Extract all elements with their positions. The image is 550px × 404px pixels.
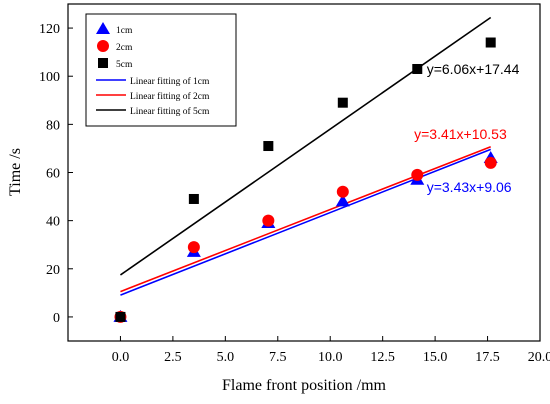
data-point-2cm bbox=[484, 156, 497, 169]
axis-ticks: 0.0 2.5 5.0 7.5 10.0 12.5 15.0 17.5 20.0 0 20 40 60 8… bbox=[39, 22, 550, 365]
fit-equation-3: y=6.06x+17.44 bbox=[427, 61, 520, 77]
fit-lines bbox=[119, 16, 492, 296]
y-tick-label: 80 bbox=[46, 118, 60, 133]
x-axis-label: Flame front position /mm bbox=[222, 377, 387, 394]
x-tick-label: 0.0 bbox=[112, 350, 130, 365]
legend-label-2cm: 2cm bbox=[116, 43, 133, 53]
x-tick-label: 2.5 bbox=[164, 350, 182, 365]
y-tick-label: 60 bbox=[46, 167, 60, 182]
y-tick-label: 40 bbox=[46, 215, 60, 230]
data-point-5cm bbox=[337, 97, 348, 108]
legend-label-1cm: 1cm bbox=[116, 26, 133, 36]
x-tick-label: 12.5 bbox=[370, 350, 395, 365]
y-tick-label: 100 bbox=[39, 70, 60, 85]
legend-marker-1cm bbox=[96, 22, 110, 34]
fit-equations: y=3.43x+9.06 y=3.41x+10.53 y=6.06x+17.44 bbox=[414, 61, 519, 195]
data-markers bbox=[113, 37, 498, 323]
data-point-5cm bbox=[188, 193, 199, 204]
x-tick-label: 7.5 bbox=[269, 350, 287, 365]
legend-label-fit-2: Linear fitting of 2cm bbox=[130, 91, 210, 102]
x-tick-label: 10.0 bbox=[318, 350, 343, 365]
legend: 1cm 2cm 5cm Linear fitting of 1cm Linear fit… bbox=[85, 13, 237, 127]
y-tick-label: 120 bbox=[39, 22, 60, 37]
y-tick-label: 20 bbox=[46, 263, 60, 278]
data-point-1cm bbox=[335, 194, 350, 207]
x-tick-label: 5.0 bbox=[217, 350, 235, 365]
legend-marker-5cm bbox=[98, 58, 108, 68]
x-tick-label: 17.5 bbox=[475, 350, 500, 365]
y-axis-label: Time /s bbox=[7, 148, 24, 196]
data-point-5cm bbox=[485, 37, 496, 48]
fit-equation-2: y=3.41x+10.53 bbox=[414, 126, 507, 142]
data-point-5cm bbox=[263, 141, 274, 152]
x-tick-label: 20.0 bbox=[528, 350, 550, 365]
x-tick-label: 15.0 bbox=[423, 350, 448, 365]
y-tick-label: 0 bbox=[53, 311, 60, 326]
data-point-2cm bbox=[411, 168, 424, 181]
legend-label-fit-3: Linear fitting of 5cm bbox=[130, 106, 210, 117]
fit-equation-1: y=3.43x+9.06 bbox=[427, 179, 512, 195]
data-point-2cm bbox=[262, 214, 275, 227]
fit-line-3 bbox=[119, 16, 492, 276]
legend-label-fit-1: Linear fitting of 1cm bbox=[130, 76, 210, 87]
fit-line-2 bbox=[120, 145, 491, 293]
data-point-2cm bbox=[187, 241, 200, 254]
fit-line-1 bbox=[120, 148, 491, 296]
data-point-5cm bbox=[412, 63, 423, 74]
legend-box bbox=[85, 13, 237, 127]
data-point-2cm bbox=[336, 185, 349, 198]
data-point-5cm bbox=[115, 311, 126, 322]
legend-marker-2cm bbox=[97, 40, 109, 52]
legend-label-5cm: 5cm bbox=[116, 60, 133, 70]
